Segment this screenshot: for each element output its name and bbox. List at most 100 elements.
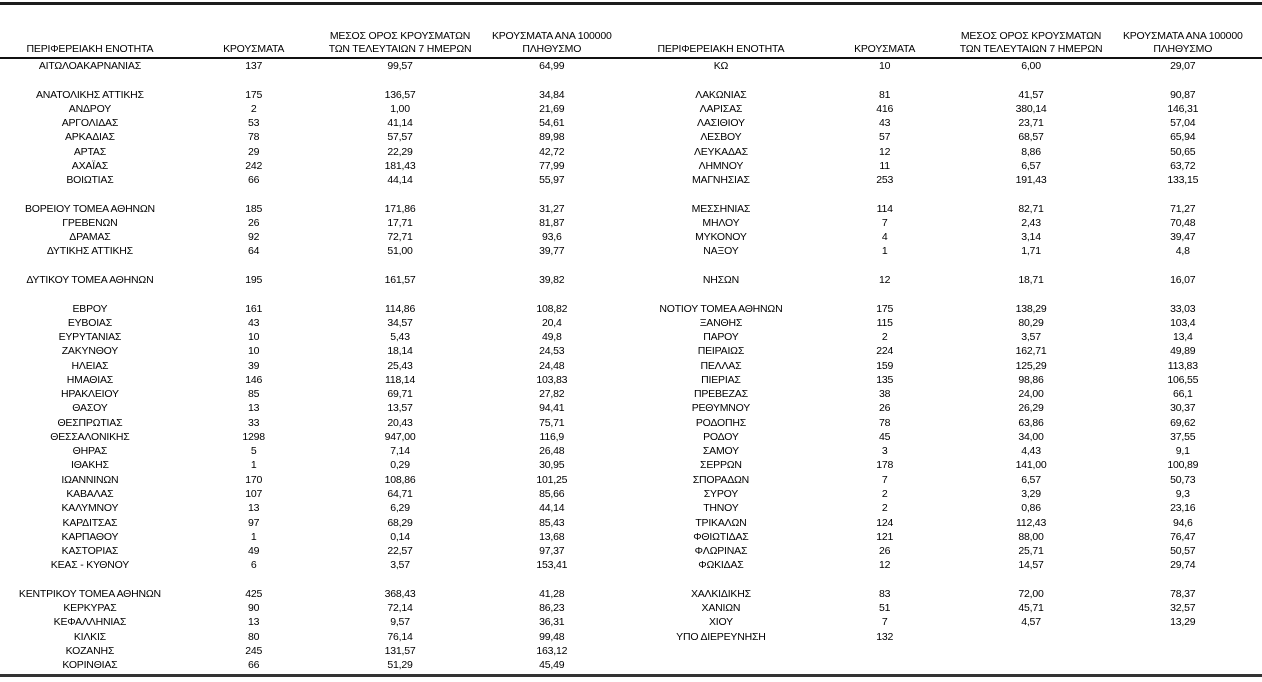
table-row: ΚΩ 10 6,00 29,07 [631, 59, 1262, 73]
region-name-cell: ΒΟΙΩΤΙΑΣ [66, 174, 114, 187]
per100k-cell [1104, 630, 1262, 644]
cases-cell: 175 [245, 88, 263, 101]
avg7-cell: 13,57 [387, 402, 413, 415]
avg7-cell: 98,86 [1018, 373, 1044, 386]
table-row: ΚΙΛΚΙΣ 80 76,14 99,48 [0, 630, 631, 644]
region-name-cell: ΠΕΛΛΑΣ [700, 359, 742, 372]
per100k-cell: 163,12 [536, 644, 568, 657]
table-row: ΛΗΜΝΟΥ 11 6,57 63,72 [631, 159, 1262, 173]
spacer-row [0, 187, 631, 201]
avg7-cell: 76,14 [387, 630, 413, 643]
region-name-cell [0, 573, 180, 587]
table-row: ΣΕΡΡΩΝ 178 141,00 100,89 [631, 458, 1262, 472]
table-row: ΗΛΕΙΑΣ 39 25,43 24,48 [0, 359, 631, 373]
region-name-cell: ΠΕΙΡΑΙΩΣ [697, 345, 745, 358]
region-name-cell: ΓΡΕΒΕΝΩΝ [62, 216, 118, 229]
avg7-cell [327, 287, 472, 301]
column-header-region-label: ΠΕΡΙΦΕΡΕΙΑΚΗ ΕΝΟΤΗΤΑ [657, 42, 785, 55]
column-header-avg7-line2: ΤΩΝ ΤΕΛΕΥΤΑΙΩΝ 7 ΗΜΕΡΩΝ [328, 42, 472, 55]
per100k-cell: 50,73 [1170, 473, 1196, 486]
cases-cell: 124 [876, 516, 894, 529]
avg7-cell: 3,57 [390, 559, 410, 572]
table-row: ΘΕΣΣΑΛΟΝΙΚΗΣ 1298 947,00 116,9 [0, 430, 631, 444]
cases-cell: 7 [881, 473, 888, 486]
spacer-row [631, 259, 1262, 273]
cases-cell: 85 [248, 388, 260, 401]
per100k-cell: 26,48 [539, 445, 565, 458]
avg7-cell: 162,71 [1015, 345, 1047, 358]
avg7-cell: 6,00 [1021, 60, 1041, 72]
cases-cell: 53 [248, 117, 260, 130]
cases-cell: 12 [879, 559, 891, 572]
table-row: ΚΕΦΑΛΛΗΝΙΑΣ 13 9,57 36,31 [0, 615, 631, 629]
cases-cell: 1298 [242, 430, 265, 443]
cases-cell: 1 [881, 245, 888, 258]
table-row: ΤΗΝΟΥ 2 0,86 23,16 [631, 501, 1262, 515]
region-name-cell: ΑΡΤΑΣ [73, 145, 106, 158]
cases-cell: 135 [876, 373, 894, 386]
avg7-cell: 14,57 [1018, 559, 1044, 572]
avg7-cell: 41,57 [1018, 88, 1044, 101]
per100k-cell: 133,15 [1167, 174, 1199, 187]
table-row: ΞΑΝΘΗΣ 115 80,29 103,4 [631, 316, 1262, 330]
per100k-cell: 20,4 [541, 316, 562, 329]
region-name-cell: ΝΑΞΟΥ [703, 245, 739, 258]
cases-cell: 10 [248, 345, 260, 358]
cases-cell: 29 [248, 145, 260, 158]
per100k-cell: 69,62 [1170, 416, 1196, 429]
table-row: ΛΑΡΙΣΑΣ 416 380,14 146,31 [631, 102, 1262, 116]
per100k-cell: 103,83 [536, 373, 568, 386]
cases-cell: 83 [879, 587, 891, 600]
table-row: ΒΟΡΕΙΟΥ ΤΟΜΕΑ ΑΘΗΝΩΝ 185 171,86 31,27 [0, 202, 631, 216]
table-row: ΗΡΑΚΛΕΙΟΥ 85 69,71 27,82 [0, 387, 631, 401]
per100k-cell: 66,1 [1172, 388, 1193, 401]
left-cases-table: ΠΕΡΙΦΕΡΕΙΑΚΗ ΕΝΟΤΗΤΑ ΚΡΟΥΣΜΑΤΑ ΜΕΣΟΣ ΟΡΟ… [0, 0, 631, 672]
table-row: ΚΑΡΠΑΘΟΥ 1 0,14 13,68 [0, 530, 631, 544]
per100k-cell [1104, 187, 1262, 201]
per100k-cell: 31,27 [539, 202, 565, 215]
per100k-cell: 29,74 [1170, 559, 1196, 572]
per100k-cell: 30,37 [1170, 402, 1196, 415]
table-row: ΔΥΤΙΚΟΥ ΤΟΜΕΑ ΑΘΗΝΩΝ 195 161,57 39,82 [0, 273, 631, 287]
table-row: ΕΒΡΟΥ 161 114,86 108,82 [0, 302, 631, 316]
avg7-cell: 112,43 [1015, 516, 1047, 529]
avg7-cell: 6,29 [390, 502, 410, 515]
avg7-cell: 3,57 [1021, 331, 1041, 344]
per100k-cell: 39,47 [1170, 231, 1196, 244]
avg7-cell [958, 73, 1103, 87]
per100k-cell: 70,48 [1170, 216, 1196, 229]
avg7-cell: 80,29 [1018, 316, 1044, 329]
column-header-avg7: ΜΕΣΟΣ ΟΡΟΣ ΚΡΟΥΣΜΑΤΩΝ ΤΩΝ ΤΕΛΕΥΤΑΙΩΝ 7 Η… [327, 30, 472, 59]
region-name-cell [631, 573, 811, 587]
per100k-cell: 50,57 [1170, 545, 1196, 558]
header-underline-rule [0, 57, 1262, 59]
avg7-cell: 51,29 [387, 659, 413, 672]
per100k-cell [473, 259, 631, 273]
table-row: ΚΟΡΙΝΘΙΑΣ 66 51,29 45,49 [0, 658, 631, 672]
per100k-cell: 54,61 [539, 117, 565, 130]
region-name-cell: ΚΙΛΚΙΣ [73, 630, 106, 643]
per100k-cell [1104, 73, 1262, 87]
table-row: ΘΗΡΑΣ 5 7,14 26,48 [0, 444, 631, 458]
region-name-cell: ΧΑΛΚΙΔΙΚΗΣ [690, 587, 751, 600]
per100k-cell: 57,04 [1170, 117, 1196, 130]
avg7-cell [958, 259, 1103, 273]
cases-cell [180, 73, 328, 87]
per100k-cell [473, 573, 631, 587]
per100k-cell: 108,82 [536, 302, 568, 315]
per100k-cell: 4,8 [1175, 245, 1190, 258]
cases-cell: 13 [248, 616, 260, 629]
region-name-cell: ΧΙΟΥ [708, 616, 733, 629]
table-row: ΛΕΥΚΑΔΑΣ 12 8,86 50,65 [631, 145, 1262, 159]
region-name-cell: ΑΙΤΩΛΟΑΚΑΡΝΑΝΙΑΣ [38, 60, 141, 72]
left-table-header-row: ΠΕΡΙΦΕΡΕΙΑΚΗ ΕΝΟΤΗΤΑ ΚΡΟΥΣΜΑΤΑ ΜΕΣΟΣ ΟΡΟ… [0, 0, 631, 59]
cases-cell: 175 [876, 302, 894, 315]
per100k-cell [1104, 573, 1262, 587]
avg7-cell: 18,71 [1018, 273, 1044, 286]
region-name-cell: ΔΡΑΜΑΣ [69, 231, 111, 244]
region-name-cell [631, 287, 811, 301]
region-name-cell: ΠΙΕΡΙΑΣ [701, 373, 741, 386]
table-row: ΠΡΕΒΕΖΑΣ 38 24,00 66,1 [631, 387, 1262, 401]
avg7-cell [327, 187, 472, 201]
